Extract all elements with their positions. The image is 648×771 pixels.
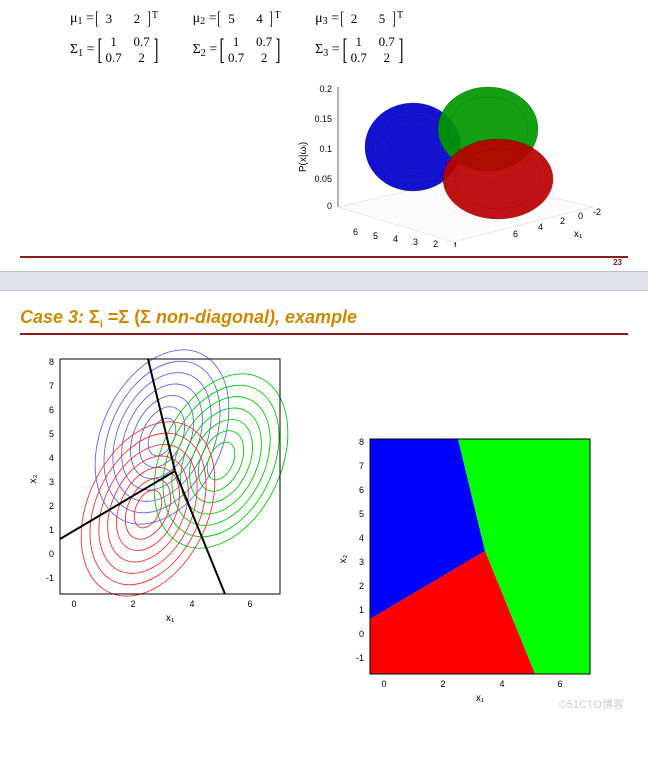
svg-text:5: 5 [373,231,378,241]
svg-text:4: 4 [189,599,194,609]
slide-gap [0,271,648,291]
svg-text:0: 0 [327,201,332,211]
svg-text:0: 0 [49,549,54,559]
equation-block-3: μ3 = [ 25 ]T Σ3 = [ 10.7 0.72 ] [315,8,406,67]
svg-text:6: 6 [557,679,562,689]
svg-text:-1: -1 [356,653,364,663]
svg-text:1: 1 [453,241,458,247]
slide-title: Case 3: Σi =Σ (Σ non-diagonal), example [20,307,628,331]
svg-text:-2: -2 [593,207,601,217]
svg-text:3: 3 [413,237,418,247]
svg-text:2: 2 [49,501,54,511]
svg-text:6: 6 [247,599,252,609]
svg-text:2: 2 [560,216,565,226]
svg-text:-1: -1 [46,573,54,583]
svg-text:2: 2 [359,581,364,591]
svg-text:5: 5 [359,509,364,519]
svg-text:1: 1 [49,525,54,535]
svg-text:P(x|ωᵢ): P(x|ωᵢ) [298,142,309,172]
equation-block-2: μ2 = [ 54 ]T Σ2 = [ 10.7 0.72 ] [193,8,284,67]
plot-row: 8 7 6 5 4 3 2 1 0 -1 x₂ 0 [20,347,628,712]
svg-text:0.15: 0.15 [314,114,332,124]
svg-text:0: 0 [578,211,583,221]
svg-text:4: 4 [538,222,543,232]
svg-text:3: 3 [49,477,54,487]
svg-text:x₂: x₂ [338,554,349,563]
svg-text:6: 6 [49,405,54,415]
svg-text:4: 4 [49,453,54,463]
svg-text:0: 0 [71,599,76,609]
svg-text:5: 5 [49,429,54,439]
svg-text:2: 2 [433,239,438,247]
svg-text:4: 4 [393,234,398,244]
region-plot: 8 7 6 5 4 3 2 1 0 -1 x₂ 0 [330,427,610,712]
svg-text:2: 2 [440,679,445,689]
mu1-vector: [ 32 ] [94,8,152,29]
svg-text:0.2: 0.2 [319,84,332,94]
svg-text:x₁: x₁ [166,613,175,624]
svg-text:6: 6 [359,485,364,495]
slide-2: Case 3: Σi =Σ (Σ non-diagonal), example … [0,291,648,728]
svg-text:7: 7 [359,461,364,471]
svg-text:3: 3 [359,557,364,567]
slide-1: μ1 = [ 32 ] T Σ1 = [ 10.7 0.72 ] [0,0,648,271]
svg-text:0: 0 [359,629,364,639]
svg-text:8: 8 [49,357,54,367]
svg-text:x₁: x₁ [574,229,583,240]
svg-text:1: 1 [359,605,364,615]
contour-plot: 8 7 6 5 4 3 2 1 0 -1 x₂ 0 [20,347,300,632]
svg-text:2: 2 [130,599,135,609]
svg-text:7: 7 [49,381,54,391]
plot-3d: 0.2 0.15 0.1 0.05 0 P(x|ωᵢ) [20,67,628,252]
sigma1-label: Σ [70,42,78,58]
title-divider [20,333,628,335]
sigma1-matrix: [ 10.7 0.72 ] [95,33,161,67]
svg-text:4: 4 [359,533,364,543]
equation-row: μ1 = [ 32 ] T Σ1 = [ 10.7 0.72 ] [20,8,628,67]
svg-text:0.05: 0.05 [314,174,332,184]
svg-text:0.1: 0.1 [319,144,332,154]
svg-text:6: 6 [513,229,518,239]
watermark: ©51CTO博客 [20,696,628,712]
page-number: 23 [20,258,628,267]
equation-block-1: μ1 = [ 32 ] T Σ1 = [ 10.7 0.72 ] [70,8,161,67]
mu1-label: μ [70,11,78,27]
svg-text:0: 0 [381,679,386,689]
svg-text:x₂: x₂ [28,474,39,483]
svg-text:8: 8 [359,437,364,447]
svg-text:6: 6 [353,227,358,237]
svg-text:4: 4 [499,679,504,689]
